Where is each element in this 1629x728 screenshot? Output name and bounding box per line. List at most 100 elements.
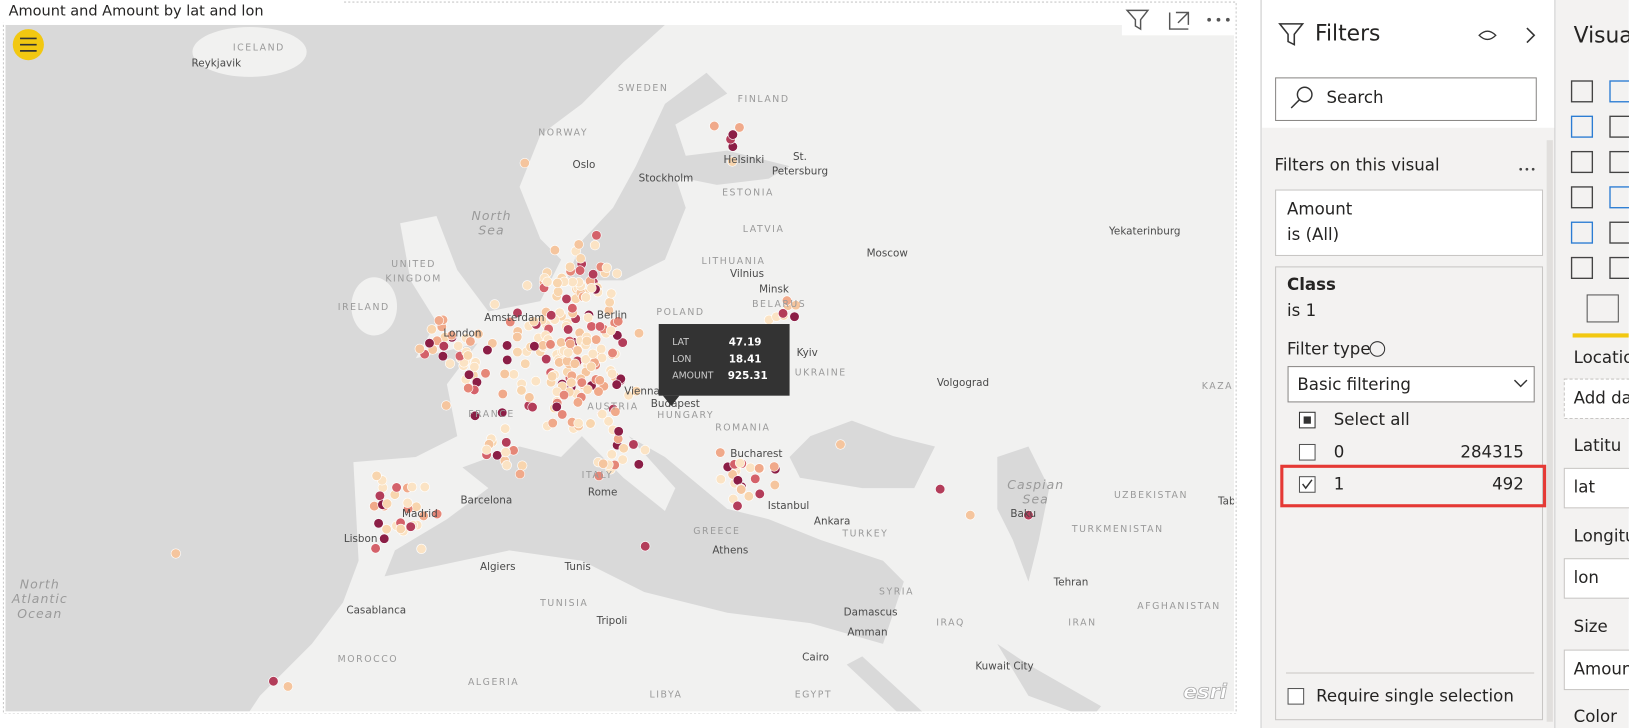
- map-point: [371, 470, 382, 481]
- map-point: [469, 361, 480, 373]
- country-label: EGYPT: [795, 689, 832, 700]
- checkbox[interactable]: [1287, 688, 1305, 705]
- map-point: [418, 510, 429, 521]
- city-label: Cairo: [802, 651, 829, 663]
- field-label: Locatio: [1574, 348, 1629, 367]
- city-label: Berlin: [597, 310, 627, 322]
- info-icon[interactable]: [1369, 341, 1386, 357]
- map-point: [736, 484, 747, 495]
- search-placeholder: Search: [1326, 88, 1383, 107]
- search-icon: [1296, 86, 1313, 103]
- map-point: [497, 388, 508, 400]
- map-point: [611, 268, 623, 279]
- viz-type-icon[interactable]: [1570, 150, 1594, 174]
- map-point: [732, 500, 743, 511]
- checkbox[interactable]: [1298, 476, 1316, 493]
- city-label: Helsinki: [723, 154, 764, 166]
- field-label: Latitu: [1574, 436, 1622, 455]
- map-point: [547, 417, 558, 429]
- map-point: [542, 276, 553, 287]
- field-label: Color: [1574, 707, 1618, 726]
- viz-type-icon[interactable]: [1570, 80, 1594, 103]
- city-label: Madrid: [402, 508, 438, 520]
- filter-icon[interactable]: [1125, 9, 1150, 31]
- viz-type-icon[interactable]: [1609, 115, 1629, 138]
- iceland: [192, 27, 307, 77]
- viz-type-icon[interactable]: [1570, 115, 1594, 138]
- option-count: 284315: [1460, 442, 1523, 461]
- scrollbar: [1546, 140, 1553, 722]
- more-options[interactable]: [1207, 17, 1230, 22]
- map-point: [520, 358, 531, 369]
- require-single: Require single selection: [1316, 686, 1514, 705]
- country-label: ICELAND: [233, 42, 285, 53]
- map-point: [547, 371, 558, 382]
- focus-icon[interactable]: [1168, 11, 1190, 30]
- viz-title: Visua: [1574, 23, 1629, 48]
- map-point: [727, 156, 738, 167]
- viz-type-icon[interactable]: [1609, 150, 1629, 174]
- viz-type-icon[interactable]: [1609, 80, 1629, 103]
- map-point: [585, 418, 596, 429]
- checkbox[interactable]: [1298, 443, 1316, 461]
- country-label: TURKEY: [841, 528, 888, 539]
- map-point: [465, 336, 476, 347]
- map-point: [517, 460, 528, 471]
- viz-type-icon[interactable]: [1609, 221, 1629, 244]
- viz-type-icon[interactable]: [1609, 256, 1629, 279]
- map-point: [754, 488, 765, 499]
- filter-card[interactable]: [1275, 266, 1544, 721]
- map-point: [581, 335, 592, 347]
- field-well[interactable]: [1563, 378, 1629, 420]
- city-label: Stockholm: [639, 173, 694, 185]
- map-point: [586, 321, 597, 332]
- map-point: [469, 410, 481, 421]
- map-point: [618, 443, 629, 454]
- map-point: [512, 331, 523, 343]
- filter-card[interactable]: [1275, 189, 1544, 256]
- viz-type-icon[interactable]: [1609, 186, 1629, 209]
- map-point: [573, 418, 584, 429]
- field-value: Amoun: [1574, 659, 1629, 678]
- tooltip-label: AMOUNT: [672, 370, 714, 381]
- tooltip-value: 47.19: [729, 337, 762, 349]
- viz-type-icon[interactable]: [1570, 186, 1594, 209]
- city-label: Casablanca: [346, 605, 406, 617]
- section-more[interactable]: [1519, 167, 1535, 171]
- card-state: is 1: [1287, 301, 1316, 320]
- card-field: Amount: [1287, 199, 1353, 218]
- viz-type-icon[interactable]: [1570, 221, 1594, 244]
- map-point: [588, 269, 599, 280]
- search-icon: [1290, 99, 1301, 109]
- visibility-icon[interactable]: [1478, 30, 1497, 41]
- map-point: [769, 479, 780, 491]
- collapse-button[interactable]: [1526, 27, 1536, 44]
- checkmark: [1302, 479, 1313, 490]
- map-point: [596, 343, 607, 355]
- map-point: [640, 541, 651, 552]
- map[interactable]: ICELAND Reykjavik SWEDEN FINLAND NORWAY Oslo H…: [5, 24, 1235, 728]
- map-point: [501, 460, 512, 471]
- search-box[interactable]: [1275, 77, 1537, 121]
- filter-type-label: Filter type: [1287, 339, 1371, 358]
- field-well[interactable]: [1563, 649, 1629, 691]
- persian-gulf: [997, 643, 1102, 712]
- map-point: [551, 401, 562, 412]
- map-point: [591, 334, 602, 345]
- fields-tab[interactable]: [1586, 294, 1619, 323]
- map-point: [611, 379, 622, 390]
- black-sea: [789, 420, 935, 489]
- city-label: Moscow: [867, 247, 909, 259]
- map-point: [268, 676, 279, 687]
- filter-type-dropdown[interactable]: [1287, 366, 1535, 403]
- city-label: Tripoli: [596, 615, 628, 627]
- map-point: [597, 409, 608, 420]
- field-well[interactable]: [1563, 558, 1629, 599]
- map-point: [416, 543, 427, 554]
- city-label: Istanbul: [768, 500, 810, 512]
- field-well[interactable]: [1563, 467, 1629, 509]
- map-point: [519, 157, 530, 169]
- atlantic: [5, 24, 665, 712]
- viz-type-icon[interactable]: [1570, 256, 1594, 279]
